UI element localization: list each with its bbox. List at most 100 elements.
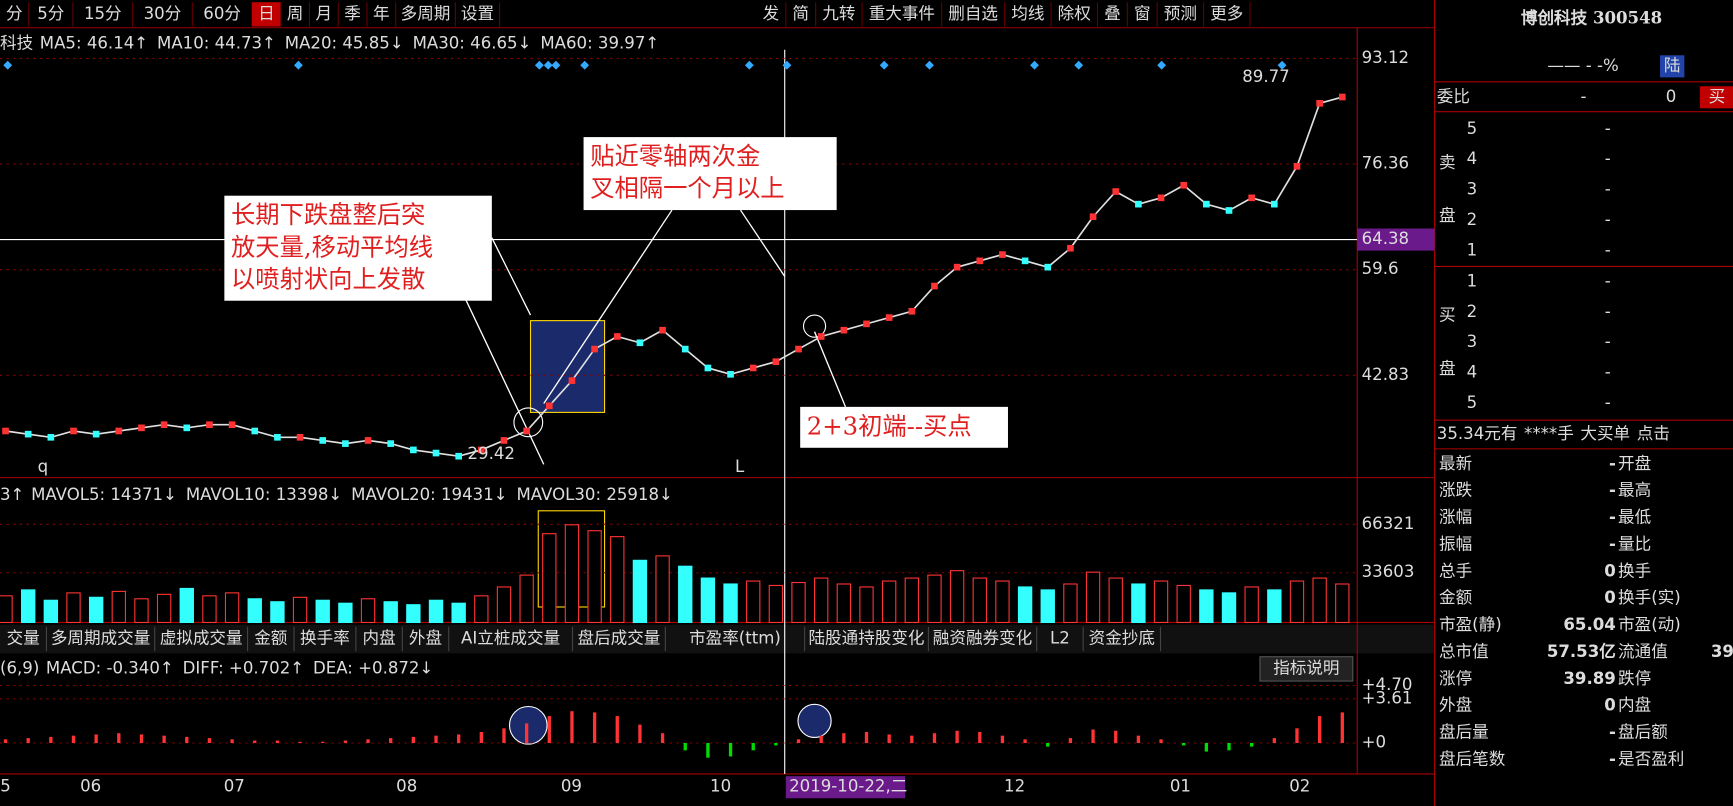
macd-bar [502, 728, 506, 743]
stat-label: 盘后额 [1618, 723, 1668, 742]
active-tab-bg [251, 2, 281, 27]
volume-bar [338, 602, 353, 624]
toolbar-button[interactable]: 季 [344, 4, 361, 23]
macd-bar [321, 741, 325, 743]
toolbar-button[interactable]: 均线 [1011, 4, 1044, 23]
volume-bar [1267, 589, 1282, 624]
level: 1 [1467, 240, 1478, 259]
indicator-tab[interactable]: 换手率 [300, 629, 350, 648]
toolbar-button[interactable]: 除权 [1058, 4, 1092, 23]
stat-label: 涨跌 [1439, 481, 1473, 500]
level: 1 [1467, 271, 1478, 290]
price-point [591, 345, 598, 353]
level-price: - [1605, 240, 1611, 259]
stat-label: 内盘 [1618, 696, 1651, 715]
stat-value: 0 [1604, 561, 1616, 580]
macd-bar [139, 734, 144, 743]
indicator-tab[interactable]: 盘后成交量 [577, 629, 660, 648]
volume-bar [111, 590, 126, 624]
indicator-tab[interactable]: 内盘 [363, 629, 396, 648]
toolbar-button[interactable]: 九转 [822, 4, 855, 23]
legend-label: 3↑ [0, 485, 24, 504]
toolbar-button[interactable]: 预测 [1164, 4, 1197, 23]
toolbar-button[interactable]: 简 [792, 4, 809, 23]
indicator-tab[interactable]: 融资融券变化 [933, 629, 1032, 648]
price-point [1135, 200, 1142, 208]
volume-bar [927, 574, 942, 624]
indicator-tab[interactable]: 多周期成交量 [51, 629, 150, 648]
crosshair-label-bg [1357, 228, 1435, 251]
indicator-tab[interactable]: 陆股通持股变化 [808, 629, 924, 648]
price-point [1044, 263, 1052, 271]
indicator-tab[interactable]: 虚拟成交量 [160, 629, 243, 648]
toolbar-button[interactable]: 5分 [37, 4, 64, 23]
macd-bar [910, 735, 914, 743]
toolbar-button[interactable]: 删自选 [948, 4, 998, 23]
macd-bar [366, 739, 370, 743]
y-tick-label: +4.70 [1362, 675, 1413, 694]
circle-marker [802, 314, 827, 338]
stat-label: 开盘 [1618, 454, 1651, 473]
level-price: - [1605, 271, 1611, 290]
macd-bar [638, 724, 642, 743]
volume-bar [383, 601, 398, 624]
volume-bar [179, 587, 194, 624]
macd-bar [1000, 735, 1005, 743]
toolbar-button[interactable]: 30分 [144, 4, 182, 23]
x-tick-label: 10 [710, 777, 731, 796]
macd-bar [796, 739, 801, 743]
stat-value: 65.04 [1563, 615, 1615, 634]
toolbar-button[interactable]: 窗 [1134, 4, 1151, 23]
help-button[interactable]: 指标说明 [1273, 658, 1339, 677]
price-point [1225, 207, 1233, 214]
legend-item: DEA: +0.872↓ [313, 658, 433, 677]
annotation-box [583, 137, 837, 211]
indicator-tab[interactable]: L2 [1050, 629, 1070, 648]
toolbar-button[interactable]: 重大事件 [869, 4, 935, 23]
volume-bar [995, 580, 1010, 624]
price-point [296, 433, 304, 441]
price-point [568, 377, 576, 384]
toolbar-button[interactable]: 周 [287, 4, 304, 23]
toolbar-button[interactable]: 60分 [203, 4, 241, 23]
volume-bar [1289, 580, 1305, 624]
price-point [704, 364, 712, 372]
stat-value: 57.53亿 [1547, 641, 1616, 661]
stat-value: - [1609, 481, 1616, 500]
stat-value: 0 [1604, 696, 1616, 715]
stat-label: 换手(实) [1618, 588, 1681, 607]
price-point [1271, 200, 1278, 208]
indicator-tab[interactable]: 交量 [7, 629, 40, 648]
toolbar-button[interactable]: 日 [258, 4, 275, 23]
y-tick-label: +3.61 [1362, 688, 1413, 707]
y-tick-label: 76.36 [1362, 154, 1409, 173]
macd-bar [1227, 742, 1231, 751]
volume-bar [723, 583, 738, 624]
tag-bg [1699, 86, 1733, 109]
toolbar-button[interactable]: 发 [763, 4, 780, 23]
volume-bar [270, 601, 285, 624]
toolbar-button[interactable]: 设置 [461, 4, 494, 23]
macd-bar [479, 731, 483, 743]
toolbar-button[interactable]: 叠 [1104, 4, 1121, 23]
macd-bar [728, 742, 733, 757]
indicator-tab[interactable]: 资金抄底 [1089, 629, 1155, 648]
x-tick-label: 01 [1170, 777, 1191, 796]
toolbar-button[interactable]: 多周期 [401, 4, 451, 23]
indicator-tab[interactable]: 外盘 [409, 629, 442, 648]
side-label: 盘 [1439, 206, 1456, 225]
toolbar-button[interactable]: 年 [373, 4, 390, 23]
high-label: 89.77 [1242, 67, 1289, 86]
toolbar-button[interactable]: 15分 [84, 4, 122, 23]
toolbar-button[interactable]: 更多 [1210, 4, 1243, 23]
price-point [1248, 194, 1255, 202]
indicator-tab[interactable]: AI立桩成交量 [461, 629, 560, 648]
toolbar-button[interactable]: 分 [6, 4, 23, 23]
price-point [1338, 93, 1346, 101]
stat-label: 最高 [1618, 481, 1651, 500]
stat-label: 涨停 [1439, 669, 1472, 688]
indicator-tab[interactable]: 市盈率(ttm) [689, 629, 781, 648]
indicator-tab[interactable]: 金额 [254, 629, 288, 648]
y-tick-label: 59.6 [1362, 259, 1399, 278]
toolbar-button[interactable]: 月 [316, 4, 333, 23]
